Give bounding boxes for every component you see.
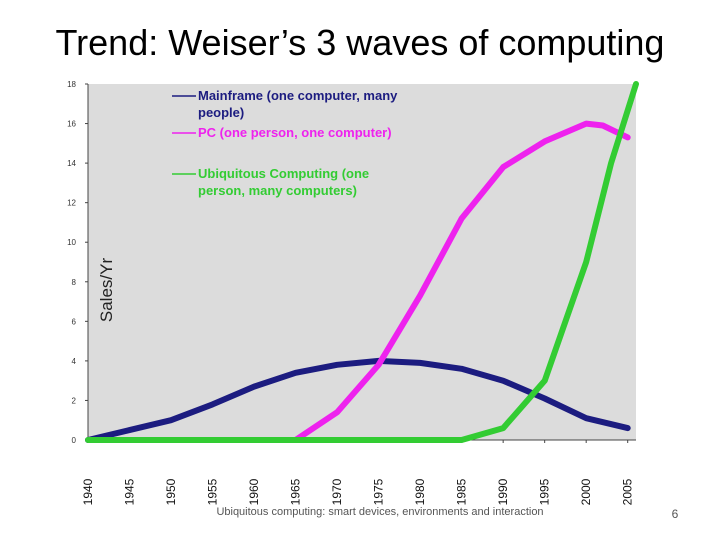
y-tick-label: 4 [72, 357, 77, 366]
x-tick-label: 2000 [579, 478, 593, 505]
y-tick-label: 6 [72, 317, 77, 326]
legend-label-2: PC (one person, one computer) [198, 125, 392, 140]
legend-label-1: Mainframe (one computer, many [198, 88, 398, 103]
slide-footer: Ubiquitous computing: smart devices, env… [216, 506, 544, 518]
x-tick-label: 1940 [81, 478, 95, 505]
y-tick-label: 2 [72, 396, 77, 405]
x-tick-label: 1955 [206, 478, 220, 505]
x-tick-label: 2005 [621, 478, 635, 505]
x-tick-label: 1950 [164, 478, 178, 505]
page-number: 6 [671, 507, 679, 521]
legend-label-3: person, many computers) [198, 183, 357, 198]
y-tick-label: 10 [67, 238, 76, 247]
x-tick-label: 1965 [289, 478, 303, 505]
x-tick-label: 1985 [455, 478, 469, 505]
x-tick-label: 1975 [372, 478, 386, 505]
x-tick-label: 1990 [496, 478, 510, 505]
y-axis-label: Sales/Yr [97, 258, 116, 323]
series-line-1 [85, 357, 631, 443]
legend-label-1: people) [198, 105, 244, 120]
y-tick-label: 14 [67, 159, 76, 168]
x-tick-label: 1980 [413, 478, 427, 505]
y-tick-label: 0 [72, 436, 77, 445]
series-line-3 [85, 81, 639, 443]
y-tick-label: 16 [67, 120, 76, 129]
x-tick-label: 1970 [330, 478, 344, 505]
x-tick-label: 1995 [538, 478, 552, 505]
legend-label-3: Ubiquitous Computing (one [198, 166, 369, 181]
y-tick-label: 18 [67, 80, 76, 89]
y-tick-label: 8 [72, 278, 77, 287]
y-tick-label: 12 [67, 199, 76, 208]
x-tick-label: 1945 [123, 478, 137, 505]
slide-title: Trend: Weiser’s 3 waves of computing [55, 22, 665, 63]
series-line-2 [292, 120, 631, 443]
x-tick-label: 1960 [247, 478, 261, 505]
